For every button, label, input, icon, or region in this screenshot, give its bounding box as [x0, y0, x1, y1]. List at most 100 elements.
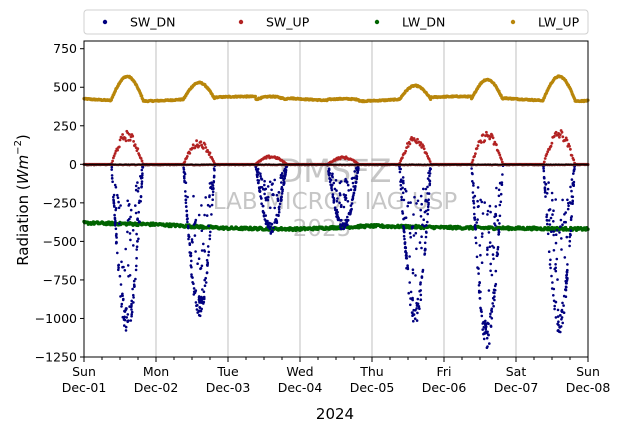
- y-tick-label: −1250: [35, 350, 77, 365]
- sw-dn-point: [566, 207, 570, 211]
- sw-dn-point: [355, 174, 358, 178]
- sw-dn-point: [182, 168, 186, 171]
- sw-dn-point: [483, 201, 487, 204]
- sw-dn-point: [558, 231, 561, 234]
- sw-dn-point: [269, 206, 272, 210]
- sw-dn-point: [471, 191, 475, 194]
- sw-dn-point: [497, 228, 501, 232]
- sw-dn-point: [420, 235, 423, 238]
- sw-dn-point: [262, 214, 266, 217]
- sw-dn-point: [134, 277, 137, 281]
- sw-dn-point: [113, 216, 117, 220]
- x-tick-date-label: Dec-01: [62, 380, 107, 395]
- sw-dn-point: [481, 328, 485, 331]
- sw-up-point: [546, 150, 550, 154]
- sw-dn-point: [185, 213, 189, 217]
- sw-dn-point: [572, 168, 576, 172]
- sw-dn-point: [139, 175, 142, 178]
- sw-dn-point: [401, 176, 405, 179]
- sw-dn-point: [197, 309, 201, 313]
- sw-dn-point: [140, 168, 144, 172]
- sw-dn-point: [263, 192, 266, 196]
- sw-dn-point: [346, 223, 349, 226]
- sw-up-point: [203, 143, 207, 146]
- sw-dn-point: [128, 274, 132, 277]
- sw-dn-point: [492, 246, 496, 249]
- sw-dn-point: [476, 186, 480, 189]
- sw-dn-point: [473, 216, 477, 219]
- sw-dn-point: [554, 241, 558, 245]
- sw-dn-point: [489, 210, 492, 214]
- sw-dn-point: [346, 183, 350, 187]
- sw-dn-point: [187, 237, 190, 241]
- sw-dn-point: [275, 213, 279, 217]
- sw-dn-point: [557, 320, 560, 324]
- sw-up-point: [138, 153, 141, 157]
- sw-dn-point: [339, 223, 342, 226]
- sw-dn-point: [416, 311, 419, 315]
- sw-up-point: [498, 153, 502, 157]
- sw-dn-point: [271, 193, 275, 196]
- sw-dn-point: [130, 299, 133, 303]
- sw-dn-point: [197, 257, 201, 261]
- sw-dn-point: [120, 305, 123, 308]
- sw-dn-point: [261, 204, 265, 208]
- sw-dn-point: [264, 187, 268, 191]
- sw-dn-point: [339, 219, 343, 222]
- sw-dn-point: [411, 268, 415, 272]
- sw-dn-point: [547, 250, 551, 253]
- sw-dn-point: [113, 222, 117, 225]
- sw-dn-point: [192, 282, 195, 286]
- sw-up-point: [543, 157, 547, 160]
- sw-dn-point: [552, 209, 555, 212]
- sw-dn-point: [343, 180, 347, 183]
- sw-dn-point: [117, 263, 120, 267]
- sw-dn-point: [426, 192, 429, 195]
- axes: −1250−1000−750−500−2500250500750SunDec-0…: [35, 40, 610, 395]
- sw-dn-point: [192, 194, 195, 198]
- sw-dn-point: [254, 165, 258, 169]
- sw-dn-point: [557, 330, 561, 333]
- y-axis-title-open: (: [14, 184, 32, 195]
- sw-dn-point: [112, 204, 116, 208]
- sw-dn-point: [197, 313, 201, 317]
- sw-dn-point: [206, 261, 209, 264]
- grid: [155, 41, 517, 357]
- sw-dn-point: [129, 208, 133, 212]
- sw-dn-point: [140, 180, 144, 183]
- sw-dn-point: [212, 167, 216, 170]
- sw-up-point: [476, 144, 480, 148]
- sw-dn-point: [130, 310, 134, 314]
- sw-dn-point: [135, 232, 138, 236]
- sw-dn-point: [208, 237, 212, 241]
- sw-dn-point: [280, 192, 284, 195]
- sw-dn-point: [490, 310, 494, 313]
- sw-dn-point: [564, 220, 567, 224]
- sw-dn-point: [565, 281, 568, 285]
- sw-dn-point: [118, 274, 122, 278]
- sw-dn-point: [410, 311, 414, 314]
- sw-dn-point: [401, 210, 404, 213]
- sw-dn-point: [561, 321, 564, 325]
- sw-dn-point: [139, 200, 142, 203]
- sw-up-point: [123, 136, 127, 140]
- sw-dn-point: [474, 236, 477, 239]
- sw-dn-point: [561, 301, 564, 305]
- sw-dn-point: [200, 204, 203, 207]
- sw-dn-point: [473, 224, 477, 228]
- sw-dn-point: [426, 220, 429, 224]
- sw-dn-point: [546, 187, 550, 191]
- sw-dn-point: [559, 325, 563, 328]
- sw-dn-point: [486, 330, 489, 334]
- sw-dn-point: [415, 202, 418, 205]
- sw-up-point: [406, 145, 410, 148]
- sw-dn-point: [427, 198, 430, 201]
- sw-dn-point: [488, 204, 492, 208]
- sw-dn-point: [346, 200, 350, 203]
- sw-dn-point: [479, 309, 483, 313]
- sw-up-point: [199, 140, 203, 144]
- sw-dn-point: [488, 245, 492, 249]
- sw-dn-point: [569, 229, 573, 232]
- sw-dn-point: [266, 198, 270, 202]
- sw-dn-point: [405, 257, 409, 260]
